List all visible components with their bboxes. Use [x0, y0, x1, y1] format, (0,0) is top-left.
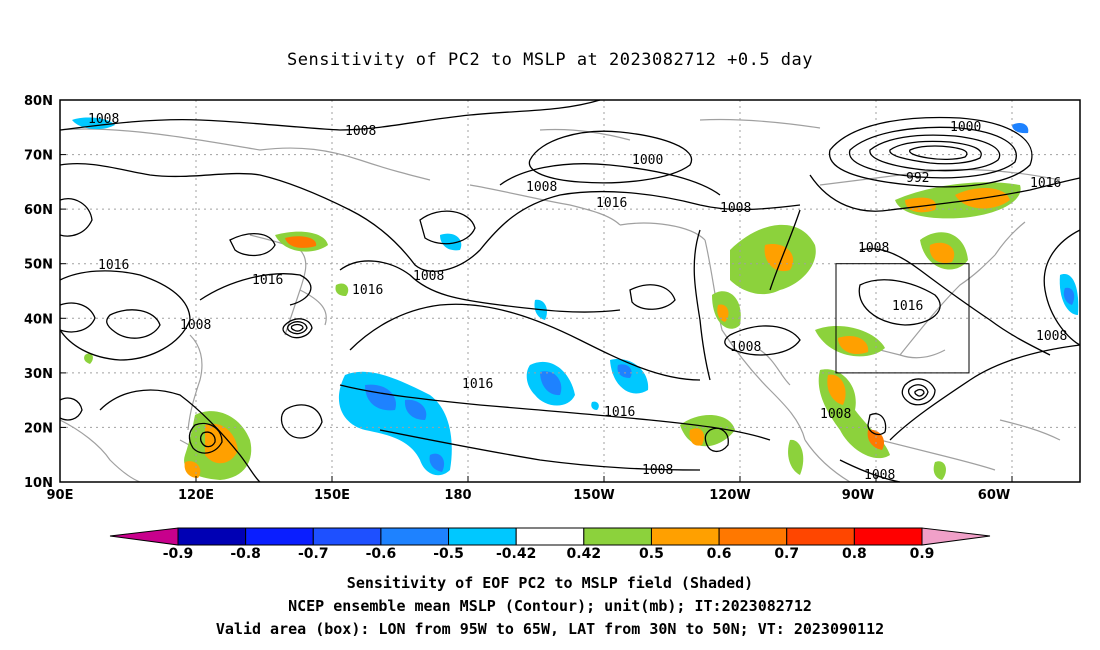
valid-area-box: [835, 263, 970, 374]
contour-labels: 1008 1008 1000 1008 1016 1008 1000 992 1…: [88, 112, 1067, 483]
contour-label: 992: [906, 171, 929, 186]
footer-line-3: Valid area (box): LON from 95W to 65W, L…: [215, 620, 885, 638]
negative-sensitivity-shading: [72, 117, 1079, 476]
colorbar-cells: [177, 527, 923, 546]
colorbar-label: 0.5: [639, 546, 664, 562]
contour-label: 1008: [180, 318, 211, 333]
contour-label: 1008: [88, 112, 119, 127]
contour-label: 1008: [730, 340, 761, 355]
contour-label: 1008: [720, 201, 751, 216]
contour-label: 1016: [1030, 176, 1061, 191]
chart-title: Sensitivity of PC2 to MSLP at 2023082712…: [286, 50, 813, 70]
colorbar-right-arrow: [921, 527, 991, 546]
contour-label: 1008: [642, 463, 673, 478]
colorbar-left-arrow: [109, 527, 179, 546]
lon-label: 60W: [978, 488, 1010, 503]
colorbar-label: -0.42: [496, 546, 536, 562]
contour-label: 1008: [526, 180, 557, 195]
colorbar-cell: [380, 527, 450, 546]
lat-label: 20N: [24, 421, 53, 436]
coastlines: [59, 118, 1061, 483]
contour-label: 1016: [462, 377, 493, 392]
contour-label: 1008: [820, 407, 851, 422]
colorbar-label: -0.5: [433, 546, 464, 562]
colorbar: -0.9 -0.8 -0.7 -0.6 -0.5 -0.42 0.42 0.5 0.6 0.7 0.…: [109, 527, 991, 562]
colorbar-label: 0.8: [842, 546, 867, 562]
contour-label: 1016: [596, 196, 627, 211]
contour-label: 1008: [864, 468, 895, 483]
colorbar-cell: [245, 527, 314, 546]
mslp-contours: [59, 99, 1081, 483]
contour-label: 1016: [98, 258, 129, 273]
lat-label: 50N: [24, 258, 53, 273]
contour-label: 1016: [352, 283, 383, 298]
contour-label: 1008: [345, 124, 376, 139]
colorbar-cell: [177, 527, 247, 546]
lon-label: 150E: [314, 488, 350, 503]
colorbar-label: -0.8: [230, 546, 261, 562]
contour-label: 1016: [892, 299, 923, 314]
grid-lines: [60, 100, 1080, 482]
colorbar-cell: [448, 527, 517, 546]
lon-label: 120E: [178, 488, 214, 503]
lon-label: 150W: [573, 488, 614, 503]
colorbar-label: 0.42: [567, 546, 602, 562]
contour-label: 1016: [252, 273, 283, 288]
contour-label: 1008: [858, 241, 889, 256]
latitude-labels: 80N 70N 60N 50N 40N 30N 20N 10N: [24, 94, 53, 491]
lon-label: 120W: [709, 488, 750, 503]
contour-label: 1000: [950, 120, 981, 135]
colorbar-cell: [853, 527, 923, 546]
lon-label: 90E: [47, 488, 74, 503]
footer-line-2: NCEP ensemble mean MSLP (Contour); unit(…: [288, 597, 812, 615]
colorbar-label: -0.9: [163, 546, 194, 562]
colorbar-cell: [650, 527, 720, 546]
contour-label: 1016: [604, 405, 635, 420]
colorbar-label: 0.9: [910, 546, 935, 562]
colorbar-cell: [312, 527, 382, 546]
colorbar-labels: -0.9 -0.8 -0.7 -0.6 -0.5 -0.42 0.42 0.5 0.6 0.7 0.…: [163, 546, 935, 562]
contour-label: 1008: [413, 269, 444, 284]
tick-marks: [60, 99, 1013, 482]
lon-label: 90W: [842, 488, 874, 503]
colorbar-label: 0.6: [707, 546, 732, 562]
colorbar-label: -0.6: [366, 546, 397, 562]
lat-label: 70N: [24, 149, 53, 164]
lat-label: 40N: [24, 312, 53, 327]
colorbar-label: -0.7: [298, 546, 329, 562]
contour-label: 1008: [1036, 329, 1067, 344]
colorbar-label: 0.7: [774, 546, 799, 562]
lon-label: 180: [444, 488, 471, 503]
longitude-labels: 90E 120E 150E 180 150W 120W 90W 60W: [47, 488, 1011, 503]
contour-label: 1000: [632, 153, 663, 168]
lat-label: 10N: [24, 476, 53, 491]
colorbar-cell: [515, 527, 585, 546]
colorbar-cell: [583, 527, 652, 546]
positive-sensitivity-shading: [84, 182, 1021, 480]
colorbar-cell: [786, 527, 855, 546]
lat-label: 60N: [24, 203, 53, 218]
lat-label: 80N: [24, 94, 53, 109]
lat-label: 30N: [24, 367, 53, 382]
map-frame: [59, 99, 1081, 483]
footer-line-1: Sensitivity of EOF PC2 to MSLP field (Sh…: [346, 574, 754, 592]
colorbar-cell: [718, 527, 788, 546]
